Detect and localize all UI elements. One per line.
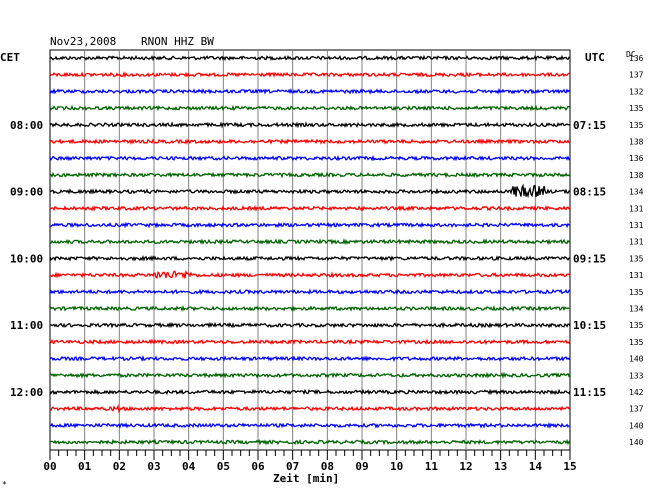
dc-offset-header: DC [626, 50, 636, 59]
trace-16 [49, 321, 571, 329]
trace-0 [49, 54, 571, 62]
dc-offset-label: 135 [629, 338, 644, 347]
cet-time-label: 10:00 [10, 252, 43, 265]
x-axis: 00 01 02 03 04 05 06 07 08 09 10 11 12 13 14 15 [43, 450, 577, 473]
dc-offset-label: 136 [629, 54, 644, 63]
x-tick-label: 12 [459, 460, 472, 473]
utc-time-labels: 07:15 08:15 09:15 10:15 11:15 [573, 119, 606, 399]
trace-22 [49, 421, 571, 430]
x-tick-label: 07 [286, 460, 299, 473]
dc-offset-labels: 136 137 132 135 135 138 136 138 134 131 131 131 135 1… [629, 54, 644, 447]
trace-23 [49, 438, 571, 446]
x-tick-label: 15 [563, 460, 576, 473]
trace-1 [49, 71, 570, 79]
utc-time-label: 07:15 [573, 119, 606, 132]
trace-21 [49, 403, 571, 414]
cet-time-label: 12:00 [10, 386, 43, 399]
x-tick-label: 01 [78, 460, 92, 473]
trace-14 [49, 288, 571, 296]
x-tick-label: 13 [494, 460, 507, 473]
trace-15 [49, 304, 571, 313]
dc-offset-label: 138 [629, 171, 644, 180]
cet-time-labels: 08:00 09:00 10:00 11:00 12:00 [10, 119, 43, 399]
trace-11 [49, 238, 571, 246]
trace-group [49, 54, 571, 446]
dc-offset-label: 131 [629, 238, 644, 247]
plot-frame [49, 49, 571, 451]
x-tick-label: 06 [251, 460, 265, 473]
x-tick-label: 11 [425, 460, 439, 473]
left-timezone-label: CET [0, 51, 20, 64]
x-tick-label: 00 [43, 460, 56, 473]
cet-time-label: 09:00 [10, 186, 43, 199]
dc-offset-label: 142 [629, 388, 644, 397]
right-timezone-label: UTC [585, 51, 605, 64]
dc-offset-label: 134 [629, 305, 644, 314]
dc-offset-label: 140 [629, 421, 644, 430]
trace-5 [49, 138, 571, 145]
dc-offset-label: 135 [629, 121, 644, 130]
station-channel-label: RNON HHZ BW [141, 35, 214, 48]
dc-offset-label: 140 [629, 355, 644, 364]
dc-offset-label: 131 [629, 204, 644, 213]
dc-offset-label: 137 [629, 405, 644, 414]
cet-time-label: 11:00 [10, 319, 43, 332]
recording-date: Nov23,2008 [50, 35, 116, 48]
dc-offset-label: 140 [629, 438, 644, 447]
utc-time-label: 10:15 [573, 319, 606, 332]
cet-time-label: 08:00 [10, 119, 43, 132]
dc-offset-label: 137 [629, 71, 644, 80]
trace-13 [49, 269, 571, 279]
trace-12 [49, 254, 570, 262]
dc-offset-label: 135 [629, 321, 644, 330]
x-tick-label: 10 [390, 460, 403, 473]
dc-offset-label: 131 [629, 271, 644, 280]
x-axis-title: Zeit [min] [273, 472, 339, 485]
trace-19 [49, 371, 571, 380]
x-tick-label: 08 [321, 460, 334, 473]
x-tick-label: 03 [147, 460, 160, 473]
x-tick-label: 09 [355, 460, 368, 473]
minute-grid [84, 50, 536, 450]
dc-offset-label: 135 [629, 254, 644, 263]
utc-time-label: 09:15 [573, 252, 606, 265]
dc-offset-label: 135 [629, 288, 644, 297]
corner-mark: * [2, 480, 7, 489]
utc-time-label: 11:15 [573, 386, 606, 399]
trace-2 [49, 87, 571, 95]
x-tick-label: 14 [529, 460, 543, 473]
trace-18 [49, 354, 571, 363]
trace-7 [49, 171, 571, 179]
trace-9 [49, 204, 571, 212]
trace-17 [49, 338, 571, 346]
trace-10 [50, 221, 571, 229]
dc-offset-label: 133 [629, 371, 644, 380]
trace-8 [49, 183, 571, 199]
trace-20 [49, 388, 571, 396]
dc-offset-label: 138 [629, 138, 644, 147]
dc-offset-label: 132 [629, 87, 644, 96]
x-tick-label: 05 [217, 460, 230, 473]
dc-offset-label: 136 [629, 154, 644, 163]
trace-4 [49, 121, 571, 129]
x-tick-label: 04 [182, 460, 196, 473]
utc-time-label: 08:15 [573, 186, 606, 199]
dc-offset-label: 135 [629, 104, 644, 113]
dc-offset-label: 131 [629, 221, 644, 230]
trace-3 [49, 104, 571, 112]
trace-6 [49, 154, 571, 162]
x-tick-label: 02 [113, 460, 126, 473]
dc-offset-label: 134 [629, 188, 644, 197]
